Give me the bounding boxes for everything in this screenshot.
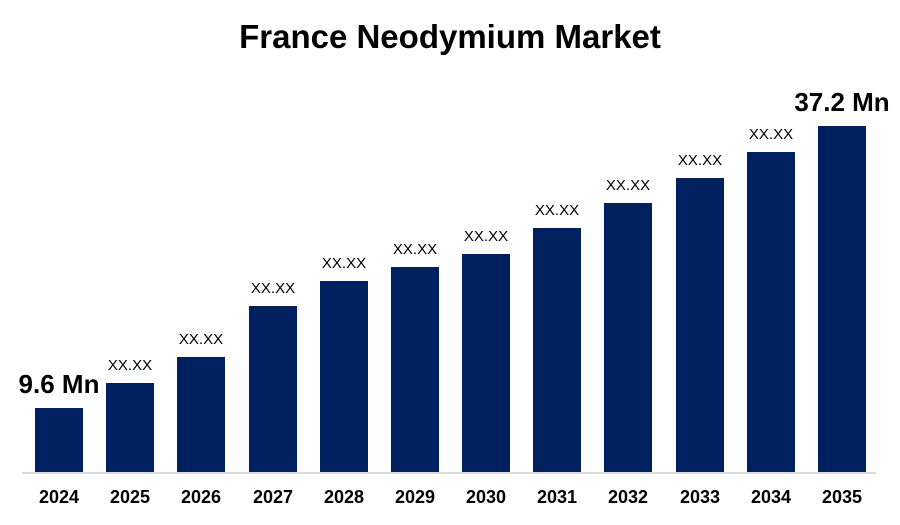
x-axis-label-2028: 2028 (323, 487, 365, 507)
bar-2026 (177, 357, 225, 472)
x-axis-label-2033: 2033 (679, 487, 721, 507)
chart-title: France Neodymium Market (239, 18, 661, 55)
bar-value-label-2030: XX.XX (463, 227, 509, 245)
x-axis-label-2026: 2026 (180, 487, 222, 507)
bar-2033 (676, 178, 724, 472)
bar-value-label-2034: XX.XX (748, 125, 794, 143)
bar-group-2032: XX.XX (604, 176, 652, 472)
bar-group-2030: XX.XX (462, 227, 510, 472)
bar-value-label-2028: XX.XX (321, 254, 367, 272)
bar-group-2035: 37.2 Mn (794, 88, 890, 472)
bar-group-2025: XX.XX (106, 356, 154, 472)
bar-value-label-2031: XX.XX (534, 201, 580, 219)
bar-2028 (320, 281, 368, 472)
bar-group-2029: XX.XX (391, 240, 439, 472)
x-axis-label-2035: 2035 (821, 487, 863, 507)
bar-2034 (747, 152, 795, 472)
bar-2025 (106, 383, 154, 472)
bar-2030 (462, 254, 510, 472)
bar-2027 (249, 306, 297, 472)
bar-2035 (818, 126, 866, 472)
bar-value-label-2027: XX.XX (250, 279, 296, 297)
bar-group-2034: XX.XX (747, 125, 795, 472)
x-axis-label-2034: 2034 (750, 487, 792, 507)
bar-group-2033: XX.XX (676, 151, 724, 472)
bar-group-2028: XX.XX (320, 254, 368, 472)
bar-group-2031: XX.XX (533, 201, 581, 472)
bar-2024 (35, 408, 83, 472)
bar-group-2024: 9.6 Mn (19, 370, 99, 472)
bar-value-label-2033: XX.XX (677, 151, 723, 169)
bar-value-label-2032: XX.XX (605, 176, 651, 194)
x-axis-label-2031: 2031 (536, 487, 578, 507)
bar-value-label-2024: 9.6 Mn (18, 369, 100, 400)
bar-group-2026: XX.XX (177, 330, 225, 472)
bar-2032 (604, 203, 652, 472)
bar-2031 (533, 228, 581, 472)
x-axis-label-2025: 2025 (109, 487, 151, 507)
x-axis-label-2029: 2029 (394, 487, 436, 507)
x-axis-label-2030: 2030 (465, 487, 507, 507)
x-axis-label-2027: 2027 (252, 487, 294, 507)
bar-group-2027: XX.XX (249, 279, 297, 472)
bar-value-label-2025: XX.XX (107, 356, 153, 374)
x-axis-line (22, 472, 876, 474)
bar-value-label-2035: 37.2 Mn (794, 87, 890, 118)
bar-value-label-2029: XX.XX (392, 240, 438, 258)
x-axis-label-2032: 2032 (607, 487, 649, 507)
bar-2029 (391, 267, 439, 472)
x-axis-label-2024: 2024 (38, 487, 80, 507)
bar-value-label-2026: XX.XX (178, 330, 224, 348)
